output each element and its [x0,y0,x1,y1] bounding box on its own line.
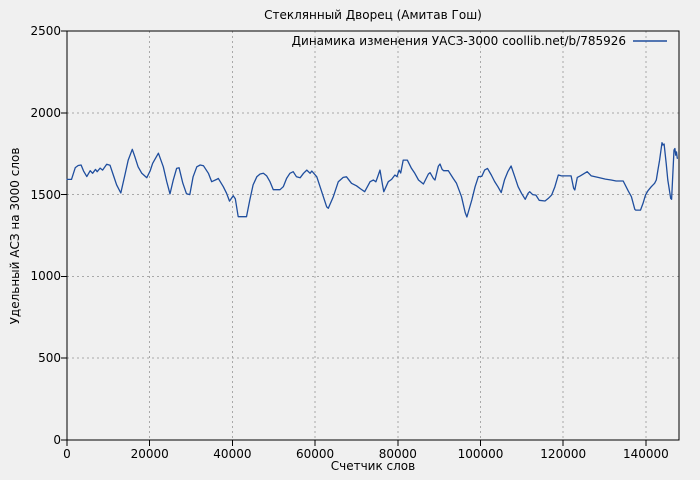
chart-title: Стеклянный Дворец (Амитав Гош) [264,8,482,22]
legend-line-sample [633,39,667,42]
x-tick-label: 80000 [378,447,417,461]
series-line [66,142,678,218]
x-tick-label: 140000 [623,447,669,461]
x-tick-label: 0 [63,447,71,461]
x-tick-label: 120000 [540,447,587,461]
x-tick-label: 20000 [130,447,169,461]
y-tick-label: 1500 [30,187,61,202]
x-tick-label: 100000 [457,447,504,461]
y-tick-label: 2000 [30,105,61,120]
x-axis-label: Счетчик слов [330,459,416,473]
y-tick-label: 0 [53,433,61,447]
legend: Динамика изменения УАСЗ-3000 coollib.net… [292,33,667,48]
x-tick-label: 40000 [213,447,252,461]
y-tick-label: 500 [38,351,61,366]
y-tick-label: 2500 [30,24,61,38]
x-tick-label: 60000 [296,447,335,461]
y-axis-label: Удельный АСЗ на 3000 слов [8,147,22,325]
plot-frame [66,30,680,441]
y-tick-label: 1000 [30,269,61,284]
legend-label: Динамика изменения УАСЗ-3000 coollib.net… [291,33,626,48]
